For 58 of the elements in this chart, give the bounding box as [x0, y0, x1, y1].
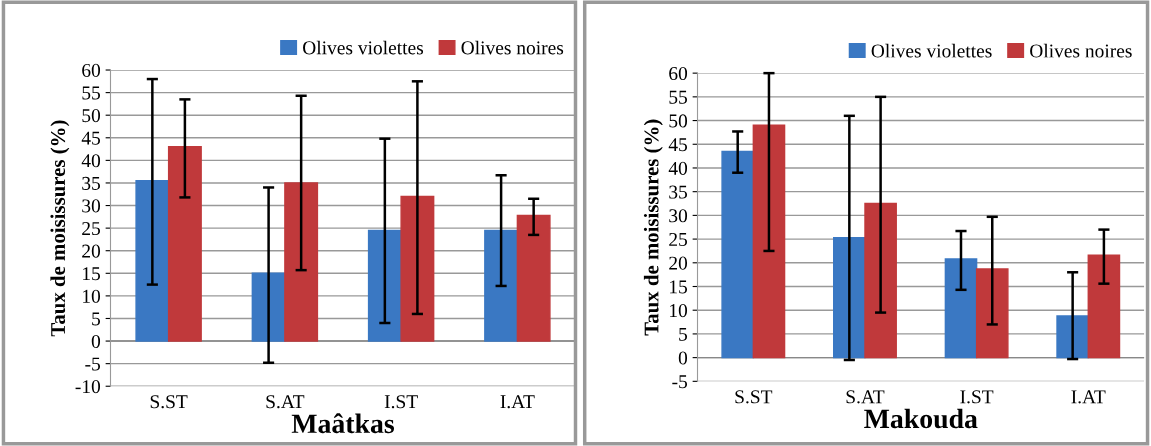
y-tick-label: 35 [669, 185, 688, 199]
x-tick-label: S.ST [735, 390, 773, 404]
y-tick-label: 0 [91, 334, 101, 348]
legend-label: Olives noires [461, 40, 564, 55]
x-tick-label: S.AT [266, 395, 305, 409]
y-tick-label: 20 [82, 244, 101, 258]
bar [975, 268, 1009, 359]
y-axis-title: Taux de moisissures (%) [50, 120, 70, 337]
y-tick-label: 10 [83, 289, 101, 303]
y-tick-label: 55 [82, 86, 101, 100]
bar [864, 202, 897, 359]
x-tick-label: S.AT [846, 390, 885, 404]
bar [721, 150, 755, 359]
y-tick-label: 45 [81, 131, 101, 145]
legend-label: Olives noires [1030, 43, 1132, 58]
y-axis-title: Taux de moisissures (%) [643, 119, 663, 336]
bar [400, 195, 435, 342]
x-tick-label: I.AT [500, 395, 535, 409]
y-tick-label: 25 [669, 232, 688, 247]
x-tick-label: I.ST [960, 390, 994, 404]
bar [516, 214, 551, 342]
y-tick-label: -10 [75, 380, 101, 394]
x-tick-label: I.AT [1071, 390, 1106, 404]
bar [167, 146, 202, 342]
x-axis-title: Makouda [864, 408, 978, 429]
y-tick-label: -5 [672, 375, 688, 389]
y-tick-label: 40 [668, 161, 688, 175]
y-tick-label: 40 [81, 154, 101, 168]
y-tick-label: 35 [82, 176, 101, 190]
y-tick-label: 15 [83, 267, 101, 281]
y-tick-label: 60 [82, 63, 101, 77]
y-tick-label: 5 [92, 312, 101, 326]
legend-label: Olives violettes [303, 40, 424, 55]
bar [752, 124, 786, 359]
bar [135, 180, 170, 342]
bar [944, 258, 978, 359]
y-tick-label: 10 [670, 304, 688, 318]
x-axis-title: Maâtkas [291, 413, 395, 434]
y-tick-label: 30 [82, 199, 101, 213]
bar [484, 229, 519, 342]
legend-label: Olives violettes [871, 43, 992, 58]
y-tick-label: 45 [668, 138, 688, 152]
y-tick-label: 20 [669, 256, 688, 270]
y-tick-label: 5 [679, 327, 688, 341]
y-tick-label: 50 [82, 109, 101, 123]
y-tick-label: 15 [670, 280, 688, 294]
y-tick-label: 50 [669, 114, 688, 128]
y-tick-label: 30 [669, 209, 688, 223]
y-tick-label: 60 [669, 66, 688, 81]
y-tick-label: -5 [85, 357, 101, 371]
x-tick-label: I.ST [384, 395, 418, 409]
y-tick-label: 55 [669, 90, 688, 104]
bar [367, 229, 402, 342]
y-tick-label: 0 [678, 351, 688, 365]
x-tick-label: S.ST [150, 395, 188, 409]
bar [284, 182, 319, 342]
y-tick-label: 25 [82, 222, 101, 236]
bar [1087, 254, 1121, 359]
